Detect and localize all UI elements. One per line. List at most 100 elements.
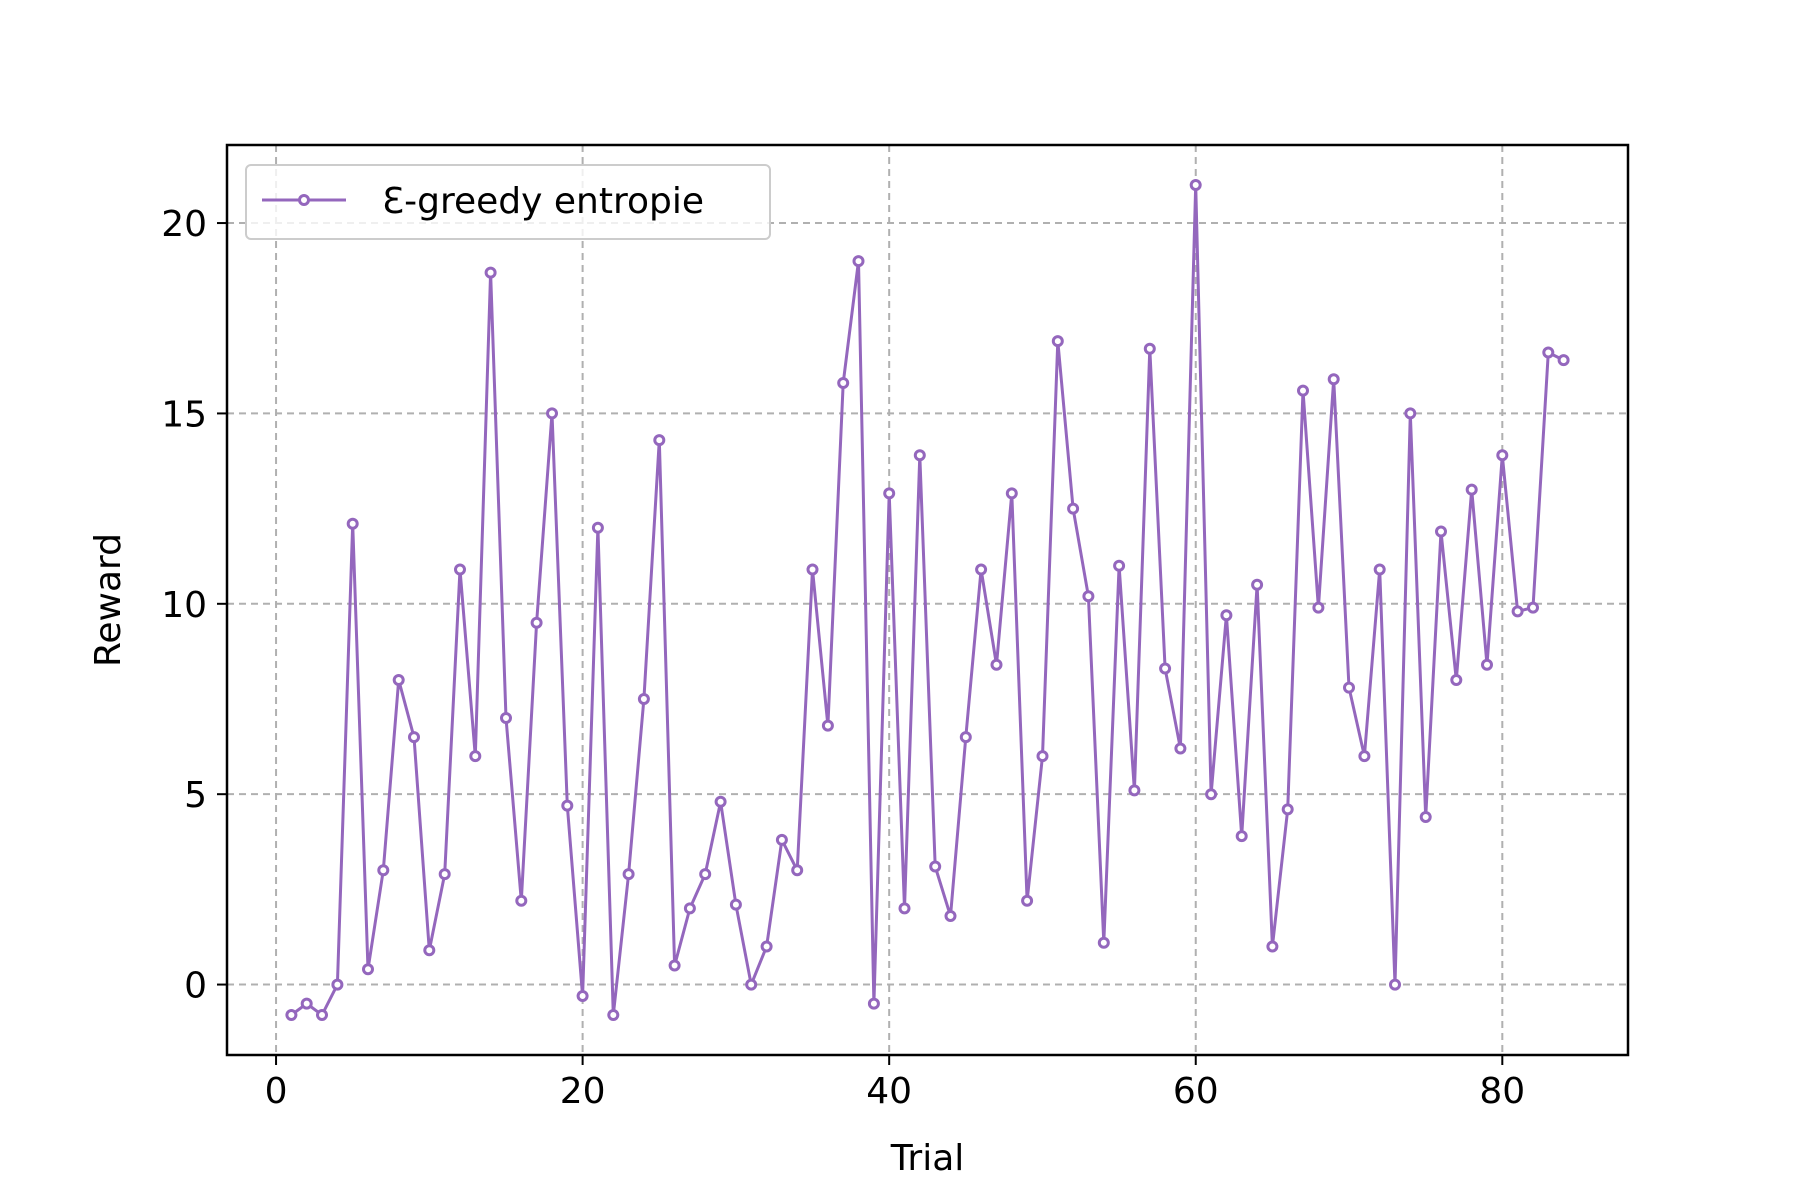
data-point (1297, 384, 1309, 397)
data-point (1159, 662, 1172, 675)
x-tick-label: 0 (265, 1071, 288, 1112)
data-point (1036, 750, 1049, 763)
y-axis-label: Reward (88, 533, 129, 667)
legend-marker-sample (298, 194, 310, 206)
data-point (745, 978, 758, 991)
y-tick-label: 5 (184, 775, 207, 816)
data-point (1527, 601, 1539, 614)
y-tick-label: 10 (161, 585, 207, 626)
x-tick-label: 60 (1173, 1071, 1219, 1112)
data-point (1542, 346, 1555, 359)
y-tick-label: 15 (161, 394, 207, 435)
data-point (1312, 601, 1325, 614)
data-point (637, 693, 650, 705)
data-point (316, 1009, 328, 1021)
data-point (1097, 936, 1110, 949)
data-point (331, 978, 344, 991)
legend-box (245, 164, 771, 240)
data-point (1235, 830, 1248, 843)
data-point (285, 1009, 298, 1021)
data-point (454, 563, 466, 576)
data-point (622, 868, 635, 881)
data-point (990, 658, 1003, 671)
data-point (408, 731, 420, 744)
data-point (1082, 590, 1095, 603)
data-point (607, 1009, 620, 1021)
y-tick-label: 20 (161, 204, 207, 245)
axis-ticks: 0 20 40 60 80 0 5 10 15 20 (161, 204, 1525, 1112)
y-tick-label: 0 (184, 966, 207, 1007)
data-point (1174, 742, 1187, 755)
data-point (484, 266, 497, 279)
data-point (1189, 179, 1202, 191)
data-point (546, 407, 558, 420)
data-point (1281, 803, 1294, 816)
data-point (791, 864, 804, 877)
data-point (1435, 525, 1447, 538)
data-point (1021, 894, 1034, 907)
data-point (1128, 784, 1141, 797)
series-layer (285, 179, 1570, 1021)
data-point (1266, 940, 1279, 953)
plot-frame (225, 143, 1630, 1057)
data-point (530, 616, 543, 629)
data-point (1404, 407, 1417, 420)
data-point (591, 521, 604, 534)
data-point (423, 944, 436, 957)
data-point (1496, 449, 1509, 462)
data-point (1343, 681, 1355, 694)
data-point (929, 860, 942, 873)
data-point (561, 799, 574, 812)
data-point (837, 377, 850, 389)
data-point (362, 963, 374, 976)
legend: Ɛ-greedy entropie (245, 164, 771, 240)
data-point (1220, 609, 1233, 622)
data-point (898, 902, 911, 915)
data-point (1511, 605, 1524, 618)
data-point (760, 940, 773, 953)
data-point (469, 750, 482, 763)
data-point (300, 997, 313, 1010)
data-point (883, 487, 896, 500)
data-point (1251, 578, 1264, 591)
data-point (500, 712, 512, 724)
data-point (1143, 342, 1156, 355)
data-point (714, 795, 727, 808)
data-point (1327, 373, 1340, 386)
data-point (346, 517, 359, 530)
series-line (290, 183, 1565, 1017)
data-point (944, 910, 957, 922)
data-point (377, 864, 390, 877)
data-point (729, 898, 742, 911)
data-point (1051, 335, 1064, 348)
data-point (959, 731, 972, 744)
data-point (1358, 750, 1371, 763)
data-point (668, 959, 681, 972)
data-point (1557, 354, 1570, 367)
data-point (775, 833, 788, 846)
data-point (438, 868, 451, 881)
data-point (1113, 559, 1126, 572)
data-point (806, 563, 819, 576)
data-point (1373, 563, 1386, 576)
data-point (1205, 788, 1218, 801)
data-point (1450, 674, 1463, 686)
data-point (852, 255, 865, 268)
data-point (1465, 483, 1478, 496)
data-point (1419, 811, 1432, 823)
data-point (1481, 658, 1493, 671)
legend-entry-label: Ɛ-greedy entropie (382, 181, 704, 222)
data-point (515, 894, 528, 907)
data-point (867, 997, 880, 1010)
x-axis-label: Trial (890, 1138, 965, 1179)
data-point (683, 902, 696, 915)
data-point (821, 719, 834, 732)
data-point (1389, 978, 1401, 991)
data-point (1005, 487, 1018, 500)
data-point (653, 434, 666, 447)
data-point (576, 990, 589, 1002)
data-point (913, 449, 926, 462)
x-tick-label: 20 (560, 1071, 606, 1112)
data-point (699, 868, 712, 881)
